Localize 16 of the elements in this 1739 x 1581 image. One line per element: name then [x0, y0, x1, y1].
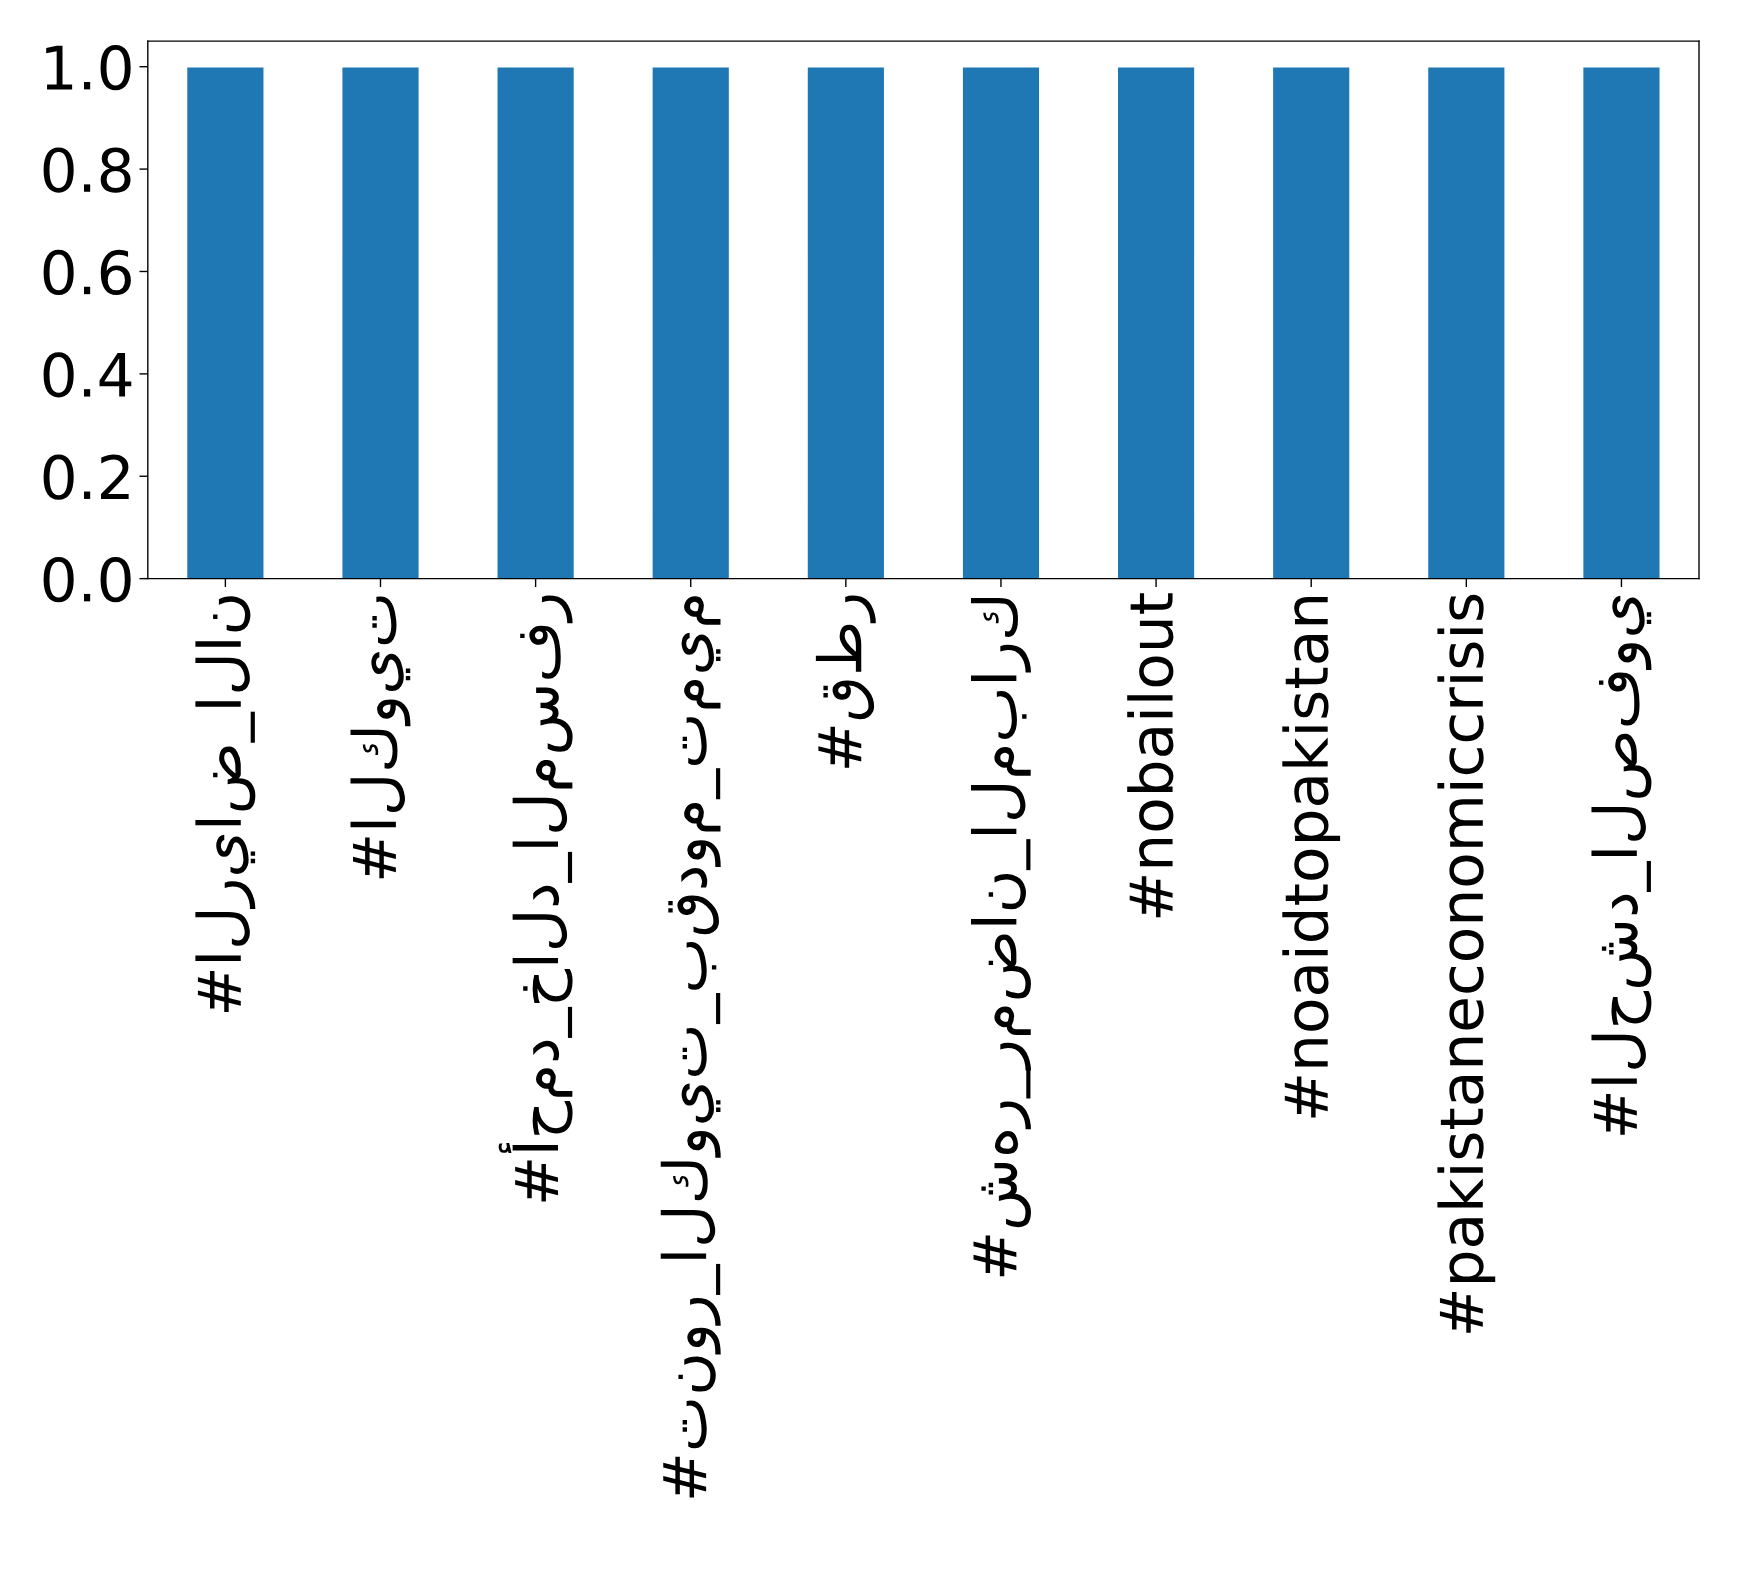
- x-tick-label: #nobailout: [1127, 593, 1174, 918]
- y-tick-label: 0.6: [43, 249, 131, 296]
- y-tick-label: 0.8: [43, 147, 131, 193]
- x-tick-label: #pakistaneconomiccrisis: [1437, 594, 1496, 1333]
- y-tick-label: 0.2: [43, 454, 129, 500]
- y-tick-label: 0.4: [43, 352, 132, 398]
- y-tick-label: 1.0: [46, 45, 131, 91]
- x-tick-label: #الرياض_الان: [195, 596, 256, 1012]
- x-tick-label: #noaidtopakistan: [1282, 596, 1341, 1118]
- x-tick-label: #شهر_رمضان_المبارك: [970, 597, 1031, 1277]
- y-tick-label: 0.0: [43, 557, 131, 603]
- x-tick-label: #قطر: [815, 595, 876, 768]
- x-tick-label: #تنور_الكويت_بقدوم_تميم: [660, 596, 721, 1498]
- x-tick-label: #الكويت: [350, 596, 411, 879]
- x-tick-label: #أحمد_خالد_المسفر: [498, 595, 573, 1202]
- x-tick-label: #الحشد_الصفوي: [1591, 595, 1652, 1135]
